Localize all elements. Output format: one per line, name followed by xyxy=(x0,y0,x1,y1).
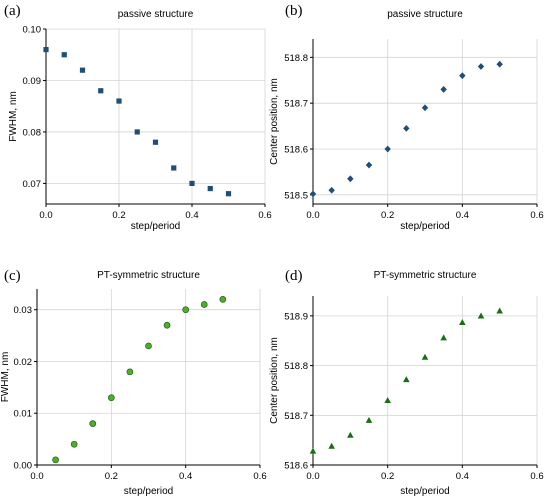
panel-label-d: (d) xyxy=(285,268,303,284)
y-tick-label: 518.9 xyxy=(284,311,308,322)
data-point xyxy=(477,63,485,70)
y-tick-label: 0.09 xyxy=(23,76,42,87)
x-axis-title: step/period xyxy=(131,221,180,232)
x-tick-label: 0.2 xyxy=(112,210,125,221)
y-tick-label: 0.02 xyxy=(14,357,33,368)
data-point xyxy=(163,321,171,329)
data-point xyxy=(384,145,391,153)
data-point xyxy=(328,186,335,194)
data-point xyxy=(171,165,177,171)
y-axis-title: Center position, nm xyxy=(269,337,280,424)
data-point xyxy=(152,139,159,145)
y-axis-title: FWHM, nm xyxy=(8,91,19,142)
panel-label-a: (a) xyxy=(4,3,21,19)
data-point xyxy=(98,88,104,94)
data-point xyxy=(79,67,86,73)
data-point xyxy=(43,46,49,53)
x-tick-label: 0.4 xyxy=(456,210,469,221)
x-tick-label: 0.6 xyxy=(253,471,266,482)
y-tick-label: 518.5 xyxy=(284,190,308,201)
y-tick-label: 0.08 xyxy=(23,127,42,138)
y-tick-label: 518.6 xyxy=(284,461,308,472)
x-tick-label: 0.2 xyxy=(105,471,118,482)
x-tick-label: 0.0 xyxy=(30,471,43,482)
data-point xyxy=(225,191,232,197)
data-point xyxy=(182,306,190,314)
data-point xyxy=(365,161,373,169)
y-tick-label: 518.8 xyxy=(284,361,308,372)
data-point xyxy=(496,307,503,314)
y-tick-label: 518.7 xyxy=(284,411,308,422)
chart-title: PT-symmetric structure xyxy=(374,270,477,281)
x-tick-label: 0.2 xyxy=(381,471,394,482)
data-point xyxy=(403,376,410,383)
data-point xyxy=(309,447,317,454)
x-axis-title: step/period xyxy=(400,486,449,497)
x-tick-label: 0.6 xyxy=(258,210,271,221)
x-tick-label: 0.4 xyxy=(179,471,192,482)
data-point xyxy=(70,440,78,448)
panel-label-b: (b) xyxy=(285,3,303,19)
y-tick-label: 0.03 xyxy=(14,305,33,316)
panel-label-c: (c) xyxy=(4,268,21,284)
data-point xyxy=(328,442,335,449)
data-point xyxy=(347,175,354,183)
y-axis-title: FWHM, nm xyxy=(0,352,11,403)
data-point xyxy=(126,368,134,376)
x-axis-title: step/period xyxy=(400,221,449,232)
y-tick-label: 0.00 xyxy=(14,461,33,472)
y-tick-label: 518.6 xyxy=(284,145,308,156)
data-point xyxy=(107,394,115,402)
y-tick-label: 518.7 xyxy=(284,99,308,110)
data-point xyxy=(440,86,447,93)
data-point xyxy=(52,456,59,464)
y-tick-label: 0.10 xyxy=(23,25,42,36)
chart-title: passive structure xyxy=(387,9,463,20)
data-point xyxy=(347,431,354,438)
data-point xyxy=(440,334,447,341)
data-point xyxy=(477,312,485,319)
data-point xyxy=(365,416,373,423)
data-point xyxy=(207,185,213,192)
data-point xyxy=(384,396,391,403)
data-point xyxy=(459,72,466,80)
x-tick-label: 0.6 xyxy=(530,210,543,221)
chart-title: passive structure xyxy=(118,9,194,20)
data-point xyxy=(145,342,152,350)
y-tick-label: 518.8 xyxy=(284,53,308,64)
x-tick-label: 0.4 xyxy=(456,471,469,482)
x-axis-title: step/period xyxy=(124,486,173,497)
data-point xyxy=(189,180,195,187)
chart-title: PT-symmetric structure xyxy=(97,270,200,281)
data-point xyxy=(459,318,466,325)
x-tick-label: 0.4 xyxy=(185,210,198,221)
data-point xyxy=(116,98,122,104)
data-point xyxy=(309,190,317,198)
data-point xyxy=(496,60,503,68)
data-point xyxy=(219,296,227,303)
x-tick-label: 0.6 xyxy=(530,471,543,482)
data-point xyxy=(89,420,97,427)
y-tick-label: 0.01 xyxy=(14,409,33,420)
y-tick-label: 0.07 xyxy=(23,179,42,190)
x-tick-label: 0.0 xyxy=(306,471,319,482)
data-point xyxy=(134,129,140,135)
x-tick-label: 0.0 xyxy=(39,210,52,221)
x-tick-label: 0.2 xyxy=(381,210,394,221)
data-point xyxy=(403,124,410,132)
data-point xyxy=(200,301,208,308)
y-axis-title: Center position, nm xyxy=(269,78,280,165)
data-point xyxy=(421,104,429,112)
data-point xyxy=(421,353,429,360)
x-tick-label: 0.0 xyxy=(306,210,319,221)
data-point xyxy=(61,52,67,58)
